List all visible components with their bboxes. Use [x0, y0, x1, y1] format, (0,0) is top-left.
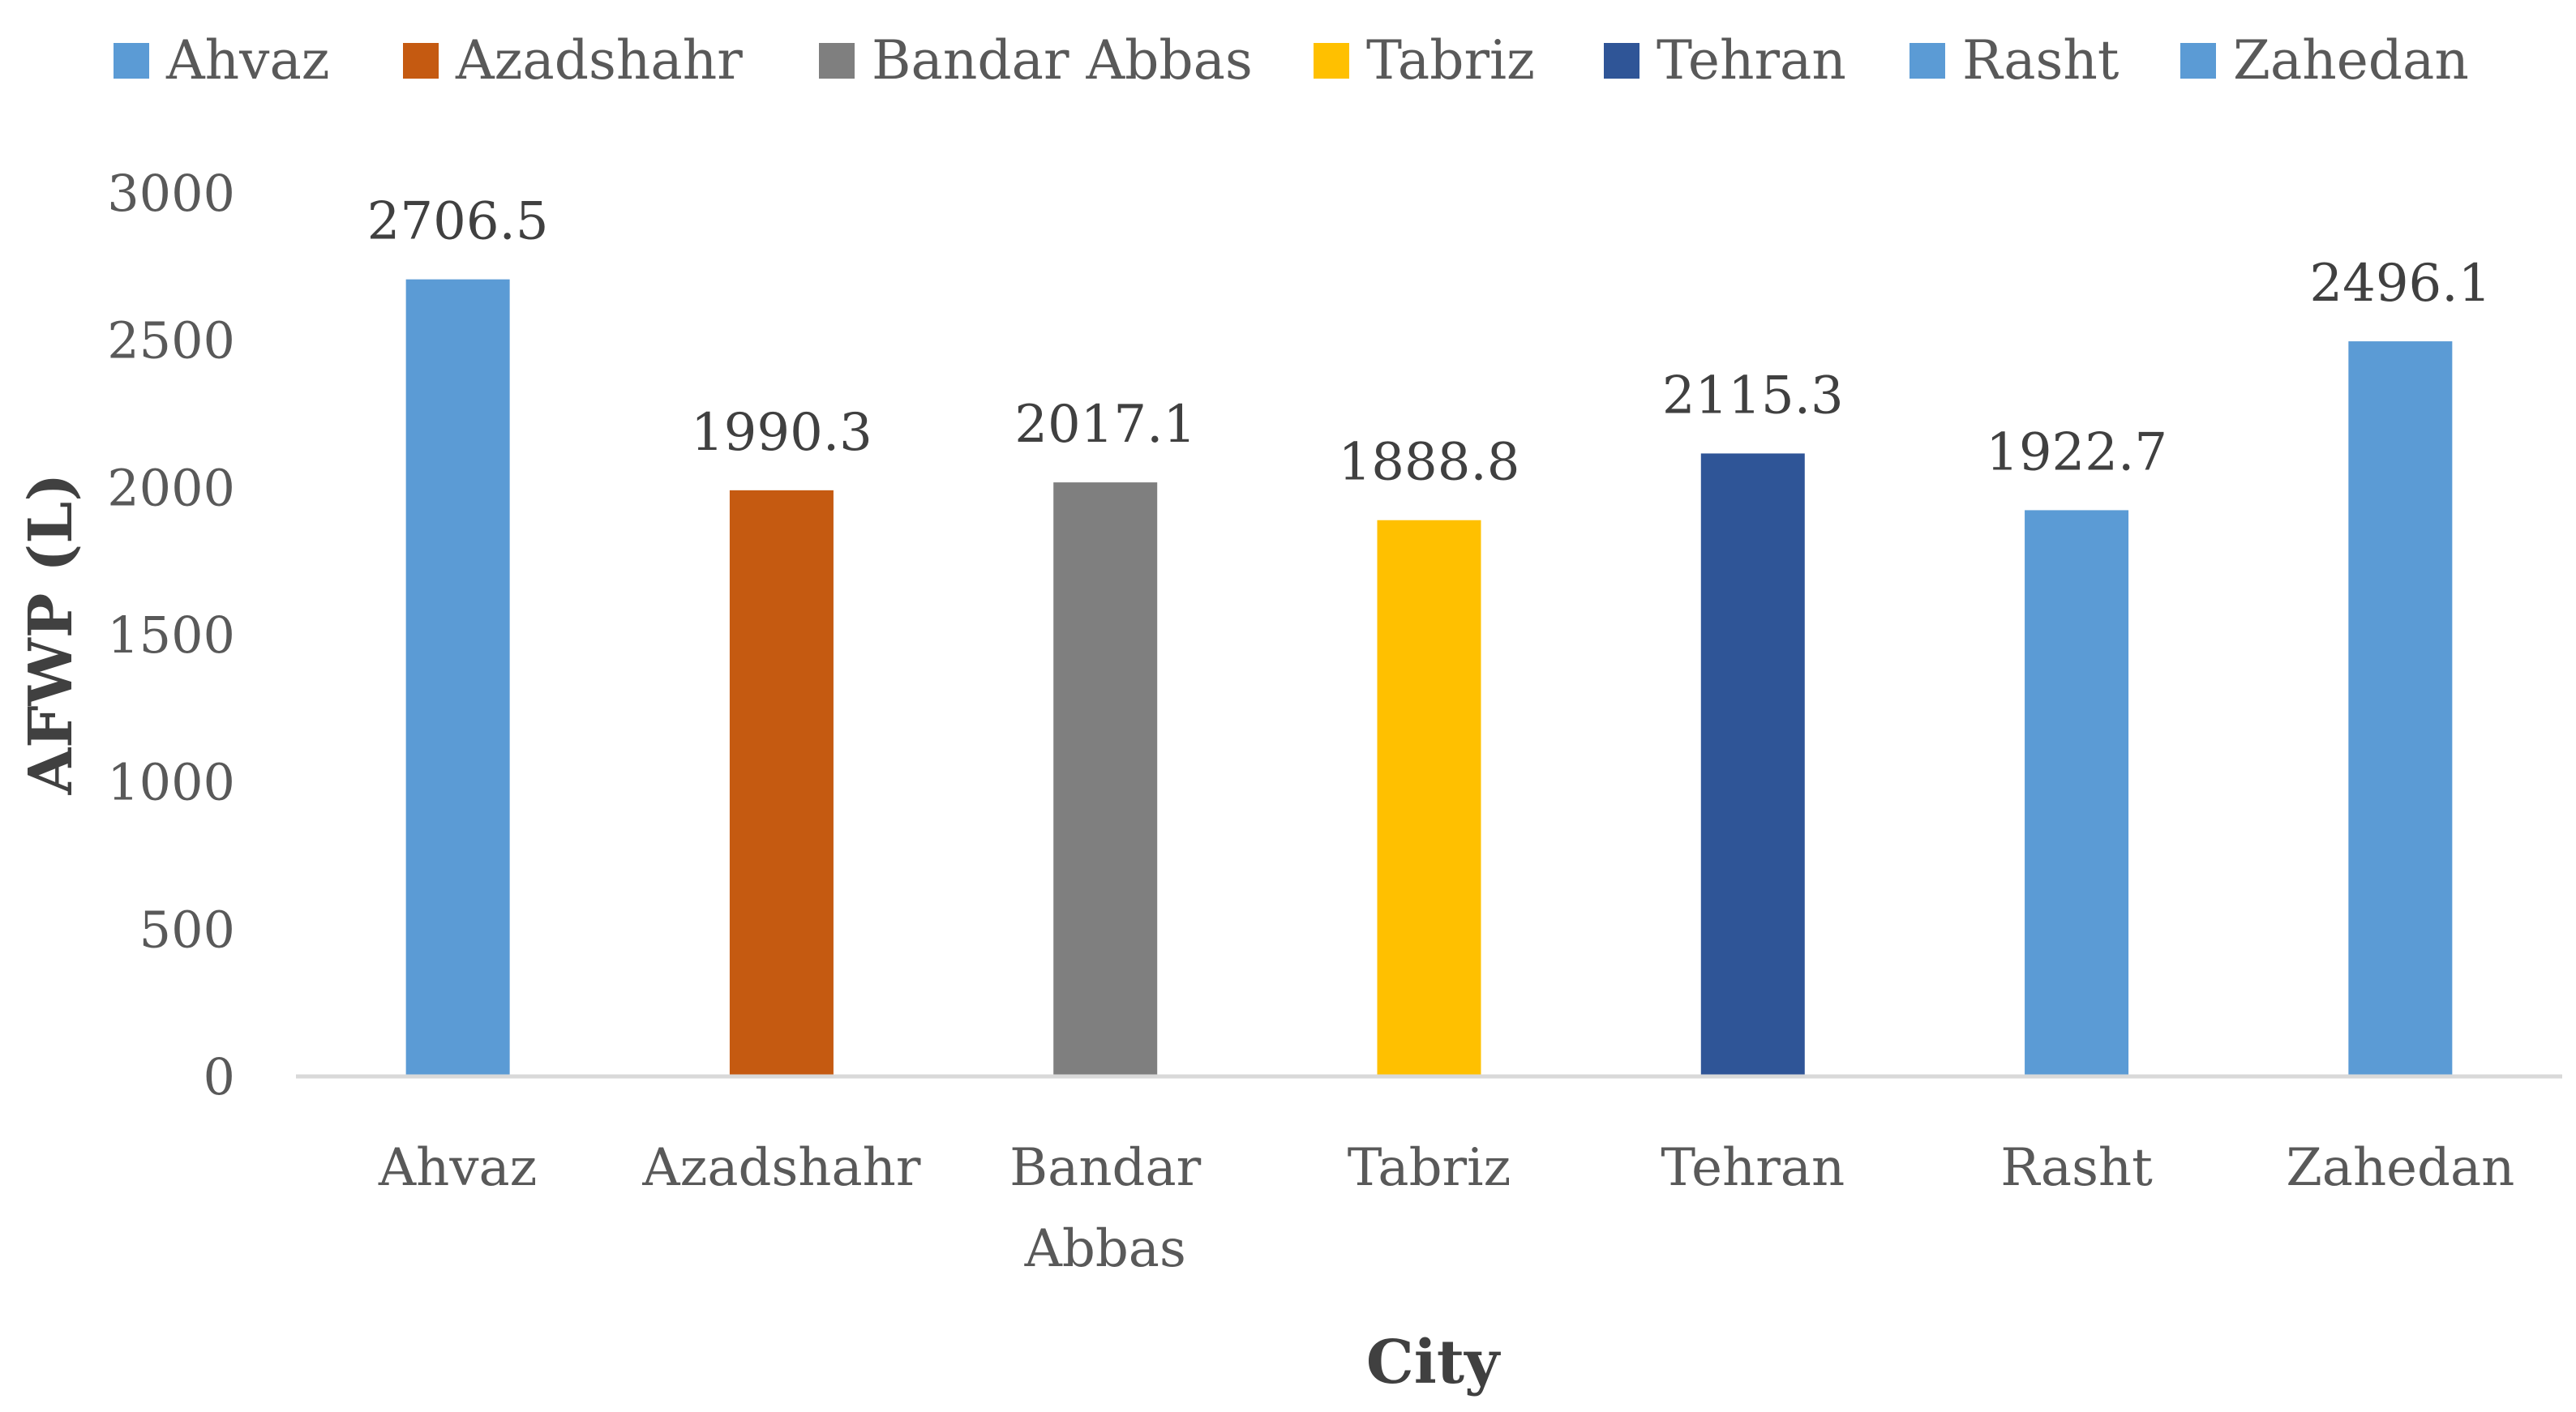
legend-label: Rasht: [1962, 29, 2119, 92]
legend-swatch: [2180, 43, 2216, 79]
x-category-label: Bandar Abbas: [1009, 1138, 1202, 1279]
legend-swatch: [1314, 43, 1349, 79]
y-tick-label: 0: [204, 1047, 235, 1106]
y-tick-label: 3000: [107, 164, 235, 223]
x-category-label: Tabriz: [1348, 1138, 1511, 1198]
data-label: 1990.3: [691, 403, 872, 463]
legend-label: Tehran: [1657, 29, 1846, 92]
bar-ahvaz: [405, 279, 510, 1077]
y-axis-title: AFWP (L): [16, 473, 86, 796]
data-label: 1888.8: [1339, 433, 1520, 493]
y-tick-label: 1500: [107, 605, 235, 665]
y-tick-label: 2000: [107, 458, 235, 517]
y-tick-label: 500: [139, 900, 235, 959]
bar-azadshahr: [729, 490, 834, 1076]
y-tick-label: 2500: [107, 311, 235, 370]
legend-swatch: [403, 43, 439, 79]
legend-swatch: [1909, 43, 1945, 79]
x-category-label: Zahedan: [2286, 1138, 2514, 1198]
bar-bandar-abbas: [1053, 482, 1158, 1076]
bars: 2706.5 1990.3 2017.1 1888.8 2115.3 1922.7 2496…: [367, 192, 2491, 1077]
legend-label: Bandar Abbas: [872, 29, 1253, 92]
legend-label: Zahedan: [2233, 29, 2469, 92]
legend-label: Ahvaz: [165, 29, 330, 92]
data-label: 2496.1: [2309, 254, 2491, 314]
y-axis-ticks: 0 500 1000 1500 2000 2500 3000: [107, 164, 235, 1106]
legend-label: Azadshahr: [455, 29, 743, 92]
bar-tabriz: [1377, 520, 1481, 1076]
bar-zahedan: [2348, 341, 2453, 1076]
legend-swatch: [819, 43, 855, 79]
data-label: 2017.1: [1014, 395, 1196, 455]
bar-rasht: [2025, 510, 2129, 1076]
legend-label: Tabriz: [1366, 29, 1535, 92]
x-category-label: Ahvaz: [378, 1138, 537, 1198]
bar-tehran: [1700, 453, 1805, 1076]
x-axis-title: City: [1366, 1328, 1501, 1397]
x-category-label: Rasht: [2000, 1138, 2153, 1198]
legend-swatch: [114, 43, 149, 79]
data-label: 1922.7: [1986, 422, 2167, 482]
y-tick-label: 1000: [107, 753, 235, 812]
data-label: 2706.5: [367, 192, 549, 252]
x-category-label: Azadshahr: [641, 1138, 921, 1198]
legend-swatch: [1604, 43, 1639, 79]
data-label: 2115.3: [1662, 366, 1844, 426]
x-category-label: Tehran: [1661, 1138, 1845, 1198]
legend: Ahvaz Azadshahr Bandar Abbas Tabriz Tehran Ra…: [114, 29, 2469, 92]
x-axis-categories: Ahvaz Azadshahr Bandar Abbas Tabriz Tehran Ras…: [378, 1138, 2514, 1279]
